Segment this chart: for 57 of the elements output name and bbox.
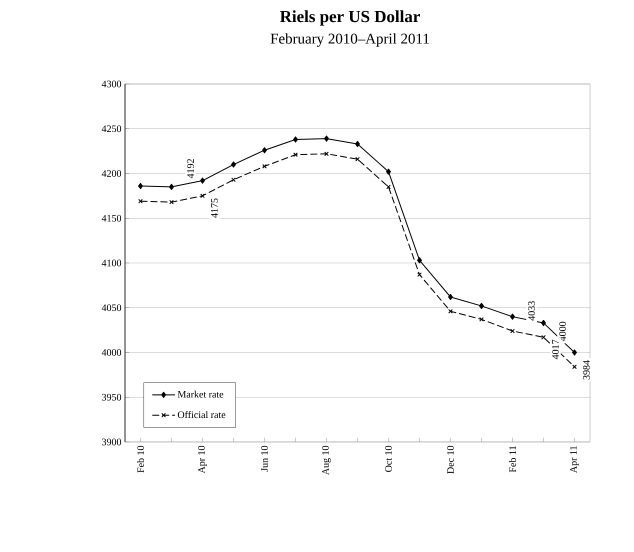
y-tick-label: 4150 xyxy=(102,214,122,222)
y-tick-label: 4200 xyxy=(102,170,122,177)
point xyxy=(324,135,329,142)
y-tick-label: 4050 xyxy=(102,304,122,312)
y-tick-label: 4100 xyxy=(102,260,122,266)
point xyxy=(355,140,360,148)
y-tick-label: 4000 xyxy=(102,349,122,356)
data-label: 4000 xyxy=(559,322,566,342)
point xyxy=(293,152,298,158)
x-tick-label: Apr 10 xyxy=(198,446,207,474)
point xyxy=(386,168,391,175)
data-label: 4017 xyxy=(552,340,559,360)
point xyxy=(169,200,174,204)
x-tick-label: Aug 10 xyxy=(322,446,331,476)
data-label: 4192 xyxy=(187,159,194,178)
point xyxy=(262,164,267,169)
data-label: 3984 xyxy=(583,360,590,380)
point xyxy=(417,257,422,264)
point xyxy=(324,151,329,156)
point xyxy=(572,364,577,370)
legend-label: Market rate xyxy=(178,390,224,398)
legend-label: Official rate xyxy=(178,410,226,418)
point xyxy=(541,320,546,326)
point xyxy=(448,294,453,300)
point xyxy=(200,194,205,198)
point xyxy=(479,302,484,310)
point xyxy=(355,156,360,162)
point xyxy=(510,314,515,320)
y-tick-label: 3950 xyxy=(102,394,122,401)
x-tick-label: Oct 10 xyxy=(385,446,392,472)
point xyxy=(479,317,484,322)
chart-subtitle: February 2010–April 2011 xyxy=(270,33,429,47)
point xyxy=(169,184,174,190)
point xyxy=(138,182,143,190)
x-tick-label: Dec 10 xyxy=(447,446,454,474)
point xyxy=(293,136,298,143)
x-tick-label: Feb 11 xyxy=(508,446,516,472)
y-tick-label: 4250 xyxy=(102,125,122,132)
x-tick-label: Jun 10 xyxy=(261,446,268,472)
point xyxy=(138,198,143,204)
point xyxy=(417,272,422,277)
point xyxy=(572,349,577,356)
point xyxy=(386,184,391,190)
data-label: 4033 xyxy=(528,301,535,321)
chart-title: Riels per US Dollar xyxy=(280,10,420,26)
x-tick-label: Apr 11 xyxy=(570,446,579,473)
point xyxy=(262,147,267,154)
point xyxy=(231,177,236,182)
y-tick-label: 4300 xyxy=(102,80,122,88)
point xyxy=(200,178,205,184)
point xyxy=(231,161,236,168)
point xyxy=(541,334,546,340)
point xyxy=(448,308,453,314)
data-label: 4175 xyxy=(211,198,218,218)
point xyxy=(510,328,515,334)
y-tick-label: 3900 xyxy=(102,438,122,446)
x-tick-label: Feb 10 xyxy=(136,446,144,473)
